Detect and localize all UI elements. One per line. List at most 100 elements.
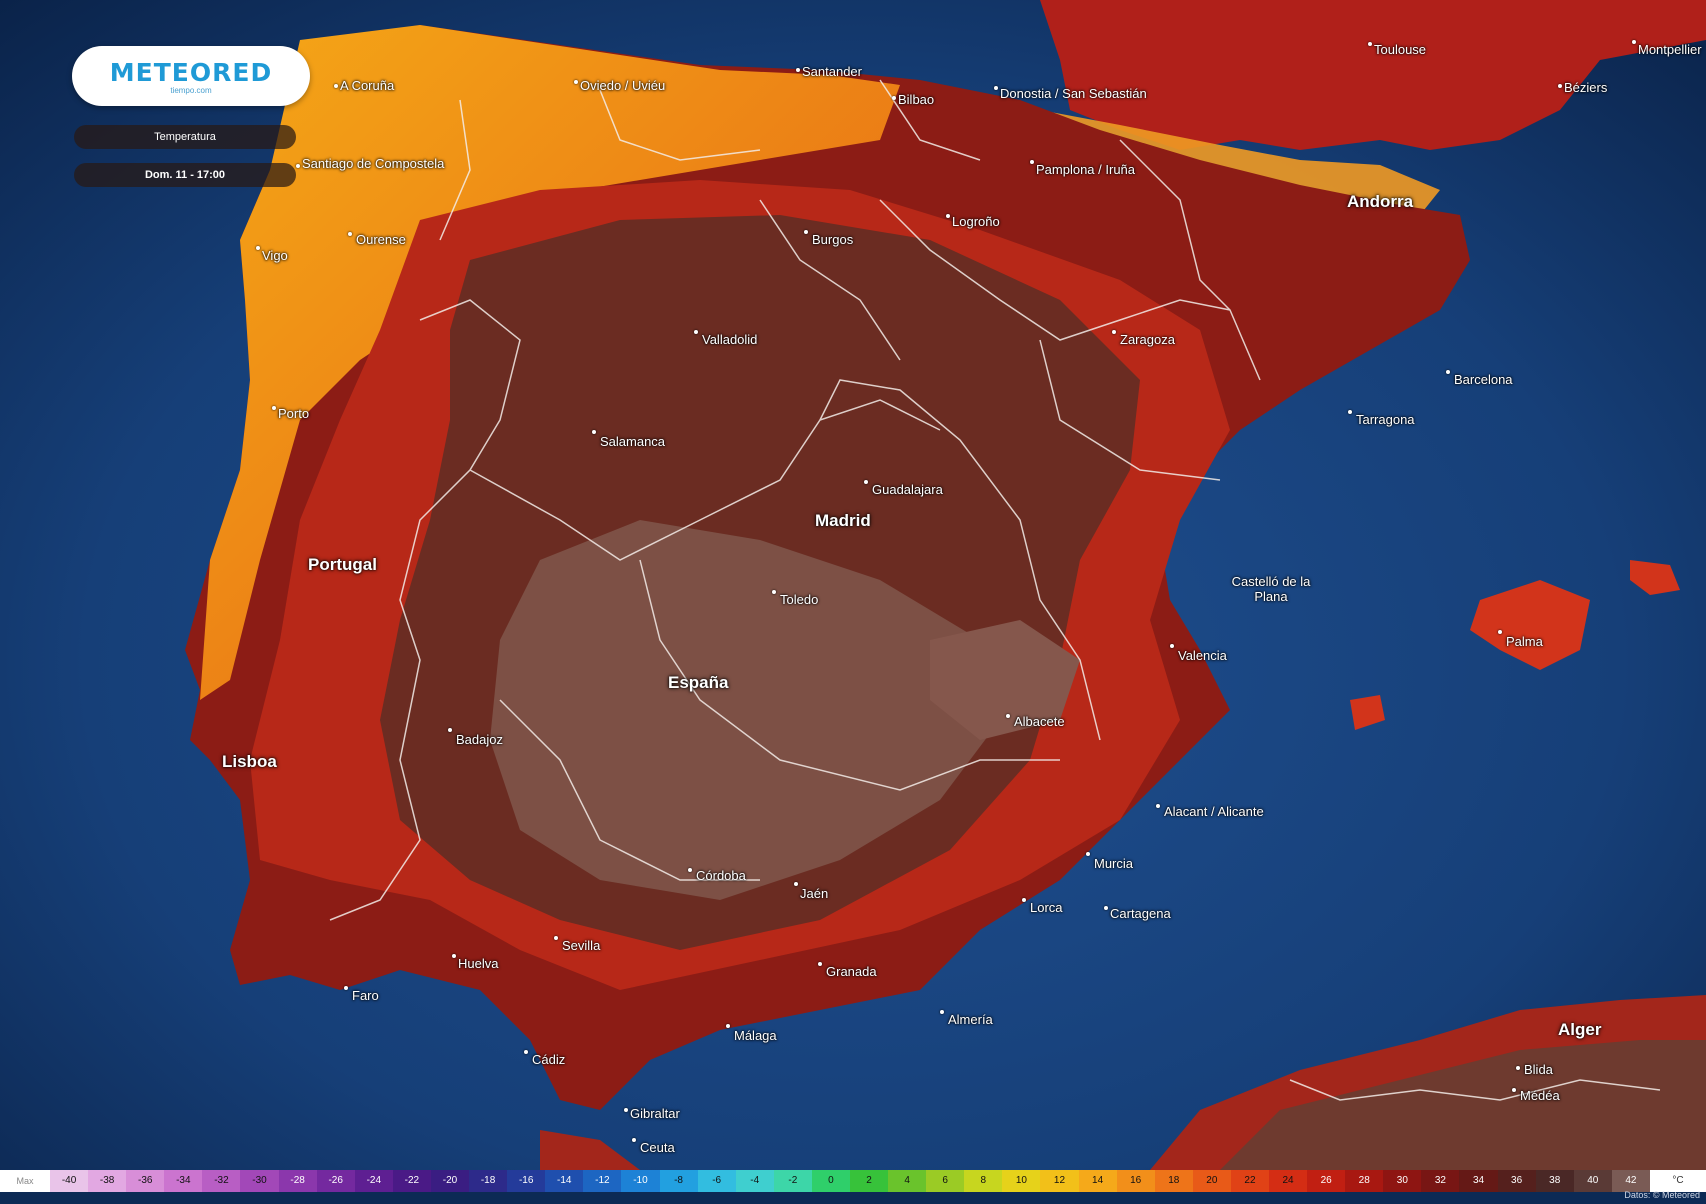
city-toulouse: Toulouse	[1374, 42, 1427, 57]
city-dot	[334, 84, 338, 88]
scale-cell: 24	[1269, 1170, 1308, 1192]
city-sevilla: Sevilla	[562, 938, 601, 953]
scale-cell: -8	[659, 1170, 698, 1192]
city-santiago: Santiago de Compostela	[302, 156, 445, 171]
city-dot	[524, 1050, 528, 1054]
logo-sub: tiempo.com	[170, 86, 212, 95]
city-ourense: Ourense	[356, 232, 406, 247]
scale-cell: -16	[507, 1170, 546, 1192]
city-zaragoza: Zaragoza	[1120, 332, 1175, 347]
city-dot	[994, 86, 998, 90]
scale-cell: -24	[354, 1170, 393, 1192]
city-cordoba: Córdoba	[696, 868, 746, 883]
city-alger: Alger	[1558, 1020, 1602, 1039]
city-badajoz: Badajoz	[456, 732, 503, 747]
city-dot	[296, 164, 300, 168]
city-salamanca: Salamanca	[600, 434, 666, 449]
city-barcelona: Barcelona	[1454, 372, 1513, 387]
meteored-logo[interactable]: METEORED tiempo.com	[72, 46, 310, 106]
city-pamplona: Pamplona / Iruña	[1036, 162, 1136, 177]
city-castellon: Castelló de la Plana	[1231, 574, 1311, 604]
city-valencia: Valencia	[1178, 648, 1227, 663]
scale-cell: -20	[430, 1170, 470, 1192]
city-dot	[574, 80, 578, 84]
scale-cell: 22	[1230, 1170, 1269, 1192]
scale-cell: 20	[1192, 1170, 1231, 1192]
region-andorra: Andorra	[1347, 192, 1414, 211]
scale-cell: -14	[545, 1170, 584, 1192]
city-dot	[1368, 42, 1372, 46]
city-cartagena: Cartagena	[1110, 906, 1171, 921]
city-dot	[796, 68, 800, 72]
scale-cell: -18	[469, 1170, 508, 1192]
city-dot	[940, 1010, 944, 1014]
menorca	[1630, 560, 1680, 595]
scale-cell: 4	[888, 1170, 927, 1192]
north-africa-interior	[1220, 1040, 1706, 1170]
scale-cell: 18	[1154, 1170, 1193, 1192]
scale-cell: 36	[1497, 1170, 1536, 1192]
scale-cell: -28	[278, 1170, 317, 1192]
scale-cell: 26	[1307, 1170, 1346, 1192]
city-dot	[772, 590, 776, 594]
scale-cell: -38	[88, 1170, 127, 1192]
scale-cell: 40	[1573, 1170, 1612, 1192]
city-dot	[892, 96, 896, 100]
scale-cell: 6	[926, 1170, 965, 1192]
city-dot	[554, 936, 558, 940]
city-dot	[1348, 410, 1352, 414]
city-dot	[726, 1024, 730, 1028]
city-dot	[1170, 644, 1174, 648]
iberia-northwest	[200, 25, 900, 700]
city-valladolid: Valladolid	[702, 332, 758, 347]
admin-borders	[329, 79, 1661, 1101]
city-dot	[688, 868, 692, 872]
city-madrid: Madrid	[815, 511, 871, 530]
scale-cell: 12	[1040, 1170, 1079, 1192]
mallorca	[1470, 580, 1590, 670]
city-dot	[1498, 630, 1502, 634]
city-tarragona: Tarragona	[1356, 412, 1415, 427]
france-landmass	[1040, 0, 1706, 150]
city-cadiz: Cádiz	[532, 1052, 566, 1067]
variable-label[interactable]: Temperatura	[74, 125, 296, 149]
scale-cell: 2	[849, 1170, 889, 1192]
scale-cell: 14	[1078, 1170, 1117, 1192]
city-dot	[804, 230, 808, 234]
city-dot	[592, 430, 596, 434]
region-portugal: Portugal	[308, 555, 377, 574]
scale-unit-right: °C	[1650, 1170, 1706, 1192]
city-dot	[946, 214, 950, 218]
logo-brand: METEORED	[109, 58, 273, 87]
city-dot	[864, 480, 868, 484]
scale-cell: 28	[1345, 1170, 1384, 1192]
city-palma: Palma	[1506, 634, 1543, 649]
time-label[interactable]: Dom. 11 - 17:00	[74, 163, 296, 187]
city-murcia: Murcia	[1094, 856, 1134, 871]
scale-cell: 38	[1535, 1170, 1574, 1192]
temperature-scale: -40 -38 -36 -34 -32 -30 -28 -26 -24 -22 -20 -18 -16-…	[50, 1170, 1650, 1192]
scale-cell: -12	[583, 1170, 622, 1192]
city-toledo: Toledo	[780, 592, 819, 607]
city-dot	[452, 954, 456, 958]
scale-cell: -10	[621, 1170, 660, 1192]
city-huelva: Huelva	[458, 956, 499, 971]
scale-unit-left: Max	[0, 1170, 50, 1192]
city-dot	[1104, 906, 1108, 910]
scale-cell: 30	[1383, 1170, 1422, 1192]
ibiza	[1350, 695, 1385, 730]
city-porto: Porto	[278, 406, 310, 421]
map-credit: Datos: © Meteored	[1624, 1190, 1700, 1200]
city-dot	[1558, 84, 1562, 88]
city-malaga: Málaga	[734, 1028, 777, 1043]
city-blida: Blida	[1524, 1062, 1553, 1077]
city-dot	[272, 406, 276, 410]
city-dot	[1112, 330, 1116, 334]
city-dot	[1030, 160, 1034, 164]
city-dot	[794, 882, 798, 886]
city-logrono: Logroño	[952, 214, 1000, 229]
city-dot	[1022, 898, 1026, 902]
city-jaen: Jaén	[800, 886, 829, 901]
